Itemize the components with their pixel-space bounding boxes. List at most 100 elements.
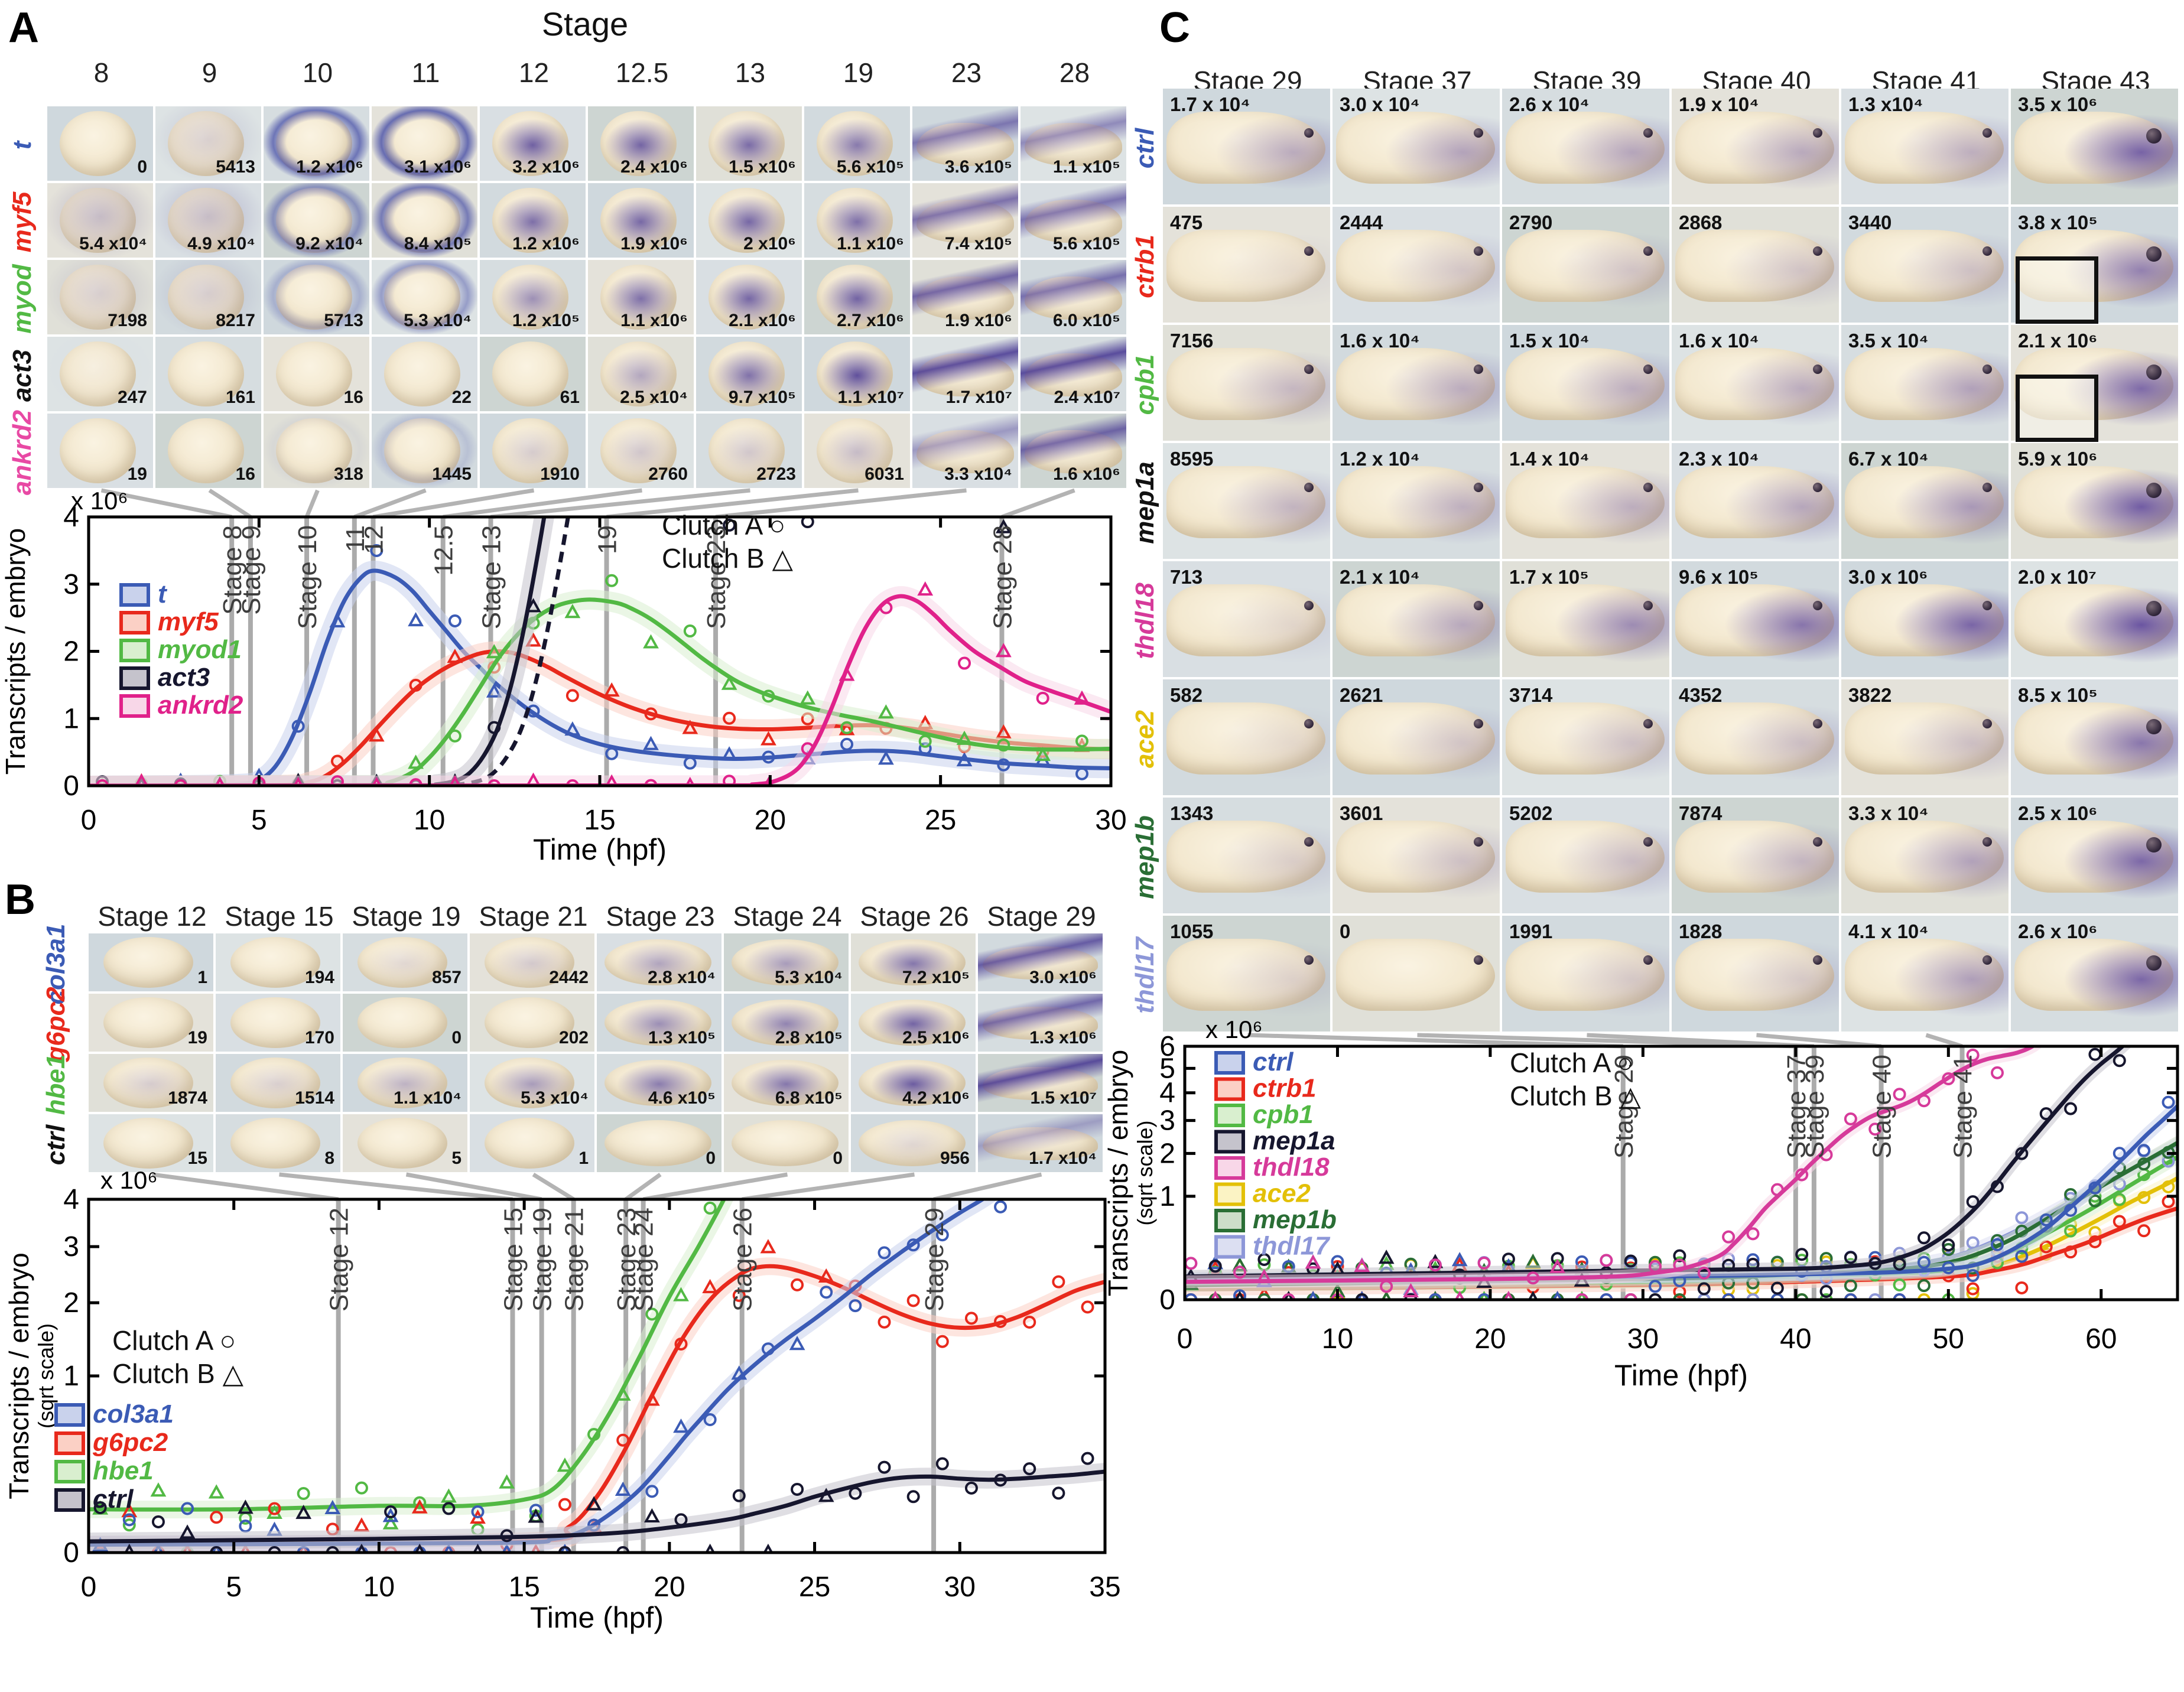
- y-tick-label: 3: [63, 569, 79, 600]
- legend-swatch: [119, 583, 150, 607]
- transcript-count-value: 2.5 x10⁴: [620, 388, 688, 407]
- transcript-count-value: 5.6 x10⁵: [836, 157, 904, 177]
- embryo-image-cell: 8.5 x 10⁵: [2011, 679, 2178, 795]
- embryo-image-cell: 0: [343, 994, 467, 1052]
- transcript-count-value: 19: [187, 1028, 207, 1047]
- transcript-count-value: 4.6 x10⁵: [648, 1088, 716, 1108]
- legend-swatch: [119, 694, 150, 718]
- transcript-count-value: 1.2 x10⁶: [512, 234, 580, 253]
- transcript-count-value: 3.3 x 10⁴: [1848, 802, 1929, 824]
- embryo-image-cell: 22: [372, 337, 477, 411]
- transcript-count-value: 0: [706, 1148, 716, 1168]
- transcript-count-value: 1.7 x10⁷: [945, 388, 1012, 407]
- embryo-image-cell: 9.7 x10⁵: [696, 337, 802, 411]
- x-axis-title: Time (hpf): [530, 1601, 664, 1634]
- x-tick-label: 40: [1780, 1323, 1811, 1355]
- legend-label: ankrd2: [158, 691, 243, 720]
- legend-label: ctrl: [93, 1485, 134, 1514]
- embryo-image-cell: 3.5 x 10⁴: [1841, 325, 2008, 441]
- stage-line-label: Stage 37: [1782, 1055, 1811, 1159]
- embryo-image-cell: 3.0 x 10⁶: [1841, 561, 2008, 677]
- embryo-image-cell: 1.6 x 10⁴: [1672, 325, 1839, 441]
- embryo-image-cell: 1.2 x10⁶: [264, 106, 369, 181]
- embryo-image-cell: 5.6 x10⁵: [1020, 183, 1126, 258]
- transcript-count-value: 1.9 x10⁶: [945, 311, 1012, 330]
- transcript-count-value: 1991: [1509, 920, 1553, 942]
- y-axis-title: Transcripts / embryo: [0, 528, 31, 775]
- transcript-count-value: 0: [1340, 920, 1351, 942]
- embryo-image-cell: 8.4 x10⁵: [372, 183, 477, 258]
- legend-label: hbe1: [93, 1456, 154, 1485]
- embryo-image-cell: 19: [47, 414, 153, 488]
- embryo-image-cell: 1.2 x10⁵: [480, 260, 586, 334]
- transcript-count-value: 1.7 x 10⁴: [1170, 93, 1250, 115]
- embryo-image-cell: 1: [89, 933, 213, 991]
- transcript-count-value: 1.6 x10⁶: [1053, 464, 1120, 484]
- transcript-count-value: 2.3 x 10⁴: [1679, 448, 1759, 470]
- stage-line-label: Stage 9: [237, 525, 266, 615]
- stage-line-label: Stage 29: [1610, 1055, 1639, 1159]
- embryo-image-cell: 582: [1163, 679, 1330, 795]
- transcript-count-value: 3.5 x 10⁶: [2018, 93, 2098, 115]
- stage-column-header: 10: [302, 57, 333, 88]
- transcript-count-value: 2.7 x10⁶: [837, 311, 904, 330]
- transcript-count-value: 1.3 x10⁶: [1029, 1028, 1097, 1047]
- transcript-count-value: 5713: [324, 311, 363, 330]
- embryo-image-cell: 3.6 x10⁵: [912, 106, 1018, 181]
- embryo-image-cell: 2.5 x 10⁶: [2011, 798, 2178, 913]
- legend-swatch: [1214, 1130, 1245, 1154]
- inset-highlight-box: [2016, 375, 2099, 442]
- transcript-count-value: 9.7 x10⁵: [728, 388, 796, 407]
- transcript-count-value: 1.2 x 10⁴: [1340, 448, 1420, 470]
- transcript-count-value: 1910: [540, 464, 580, 484]
- transcript-count-value: 2790: [1509, 212, 1553, 233]
- embryo-image-cell: 1445: [372, 414, 477, 488]
- x-tick-label: 50: [1933, 1323, 1964, 1355]
- transcript-count-value: 3601: [1340, 802, 1383, 824]
- embryo-image-cell: 4.6 x10⁵: [597, 1054, 722, 1112]
- y-tick-label: 0: [63, 1537, 79, 1569]
- transcript-count-value: 3.6 x10⁵: [944, 157, 1012, 177]
- stage-column-header: Stage 21: [479, 901, 588, 932]
- transcript-count-value: 1.6 x 10⁴: [1340, 330, 1420, 352]
- x-tick-label: 20: [654, 1571, 685, 1603]
- stage-column-header: Stage 12: [98, 901, 207, 932]
- transcript-count-value: 0: [137, 157, 147, 177]
- x-tick-label: 25: [799, 1571, 830, 1603]
- embryo-image-cell: 3.3 x10⁴: [912, 414, 1018, 488]
- embryo-image-cell: 3822: [1841, 679, 2008, 795]
- legend-swatch: [54, 1431, 85, 1455]
- embryo-image-cell: 4352: [1672, 679, 1839, 795]
- stage-line-label: Stage 24: [630, 1208, 659, 1312]
- x-tick-label: 0: [1177, 1323, 1193, 1355]
- legend-swatch: [1214, 1104, 1245, 1127]
- transcript-count-value: 2.8 x10⁵: [775, 1028, 843, 1047]
- embryo-image-cell: 1.9 x10⁶: [912, 260, 1018, 334]
- embryo-image-cell: 7.2 x10⁵: [851, 933, 976, 991]
- embryo-image-cell: 9.6 x 10⁵: [1672, 561, 1839, 677]
- transcript-count-value: 4.2 x10⁶: [902, 1088, 970, 1108]
- embryo-image-cell: 1874: [89, 1054, 213, 1112]
- y-tick-label: 1: [1159, 1181, 1175, 1212]
- stage-line-label: 19: [593, 525, 622, 554]
- embryo-image-cell: 2.4 x10⁷: [1020, 337, 1126, 411]
- embryo-image-cell: 7874: [1672, 798, 1839, 913]
- transcript-count-value: 0: [451, 1028, 462, 1047]
- transcript-count-value: 1.3 x10⁵: [648, 1028, 716, 1047]
- x-tick-label: 5: [226, 1571, 242, 1603]
- y-axis-title: Transcripts / embryo: [4, 1252, 34, 1499]
- embryo-image-cell: 6.7 x 10⁴: [1841, 443, 2008, 559]
- stage-line-label: Stage 21: [560, 1208, 589, 1312]
- x-tick-label: 0: [81, 805, 97, 836]
- embryo-image-cell: 5.3 x10⁴: [470, 1054, 594, 1112]
- stage-line-label: Stage 19: [528, 1208, 557, 1312]
- embryo-image-cell: 3714: [1502, 679, 1669, 795]
- y-tick-label: 5: [1159, 1053, 1175, 1084]
- y-tick-label: 1: [63, 703, 79, 734]
- transcript-count-value: 2442: [549, 968, 589, 987]
- transcript-count-value: 8.4 x10⁵: [404, 234, 472, 253]
- y-axis-subtitle: (sqrt scale): [1133, 1120, 1157, 1225]
- embryo-image-cell: 16: [264, 337, 369, 411]
- transcript-count-value: 3.0 x 10⁶: [1848, 566, 1928, 588]
- embryo-image-cell: 318: [264, 414, 369, 488]
